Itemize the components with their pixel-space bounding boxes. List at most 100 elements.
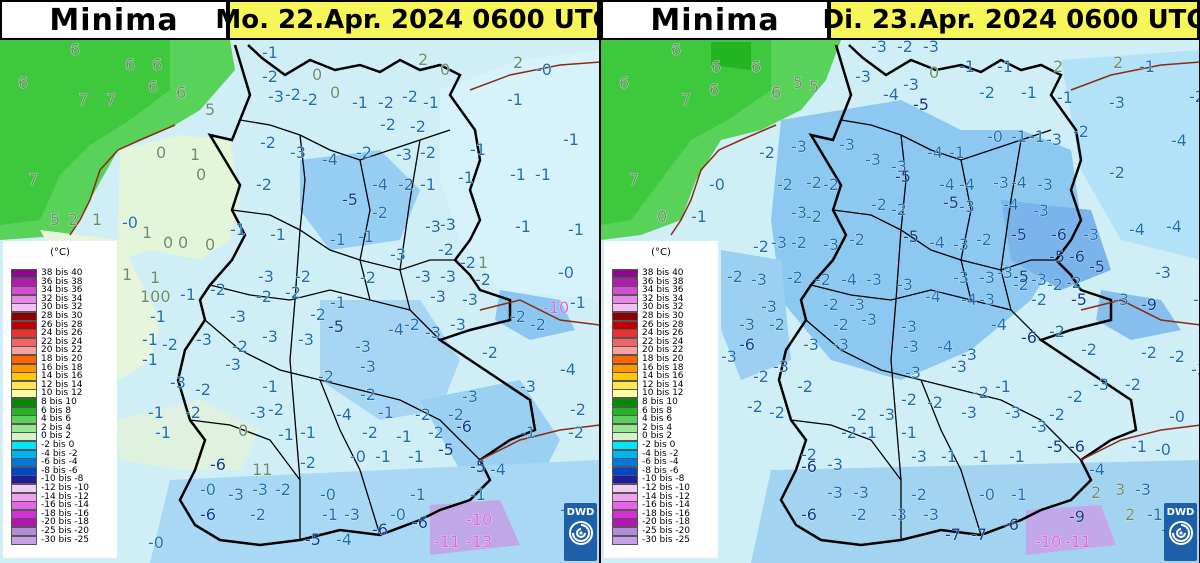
right-legend-swatch	[612, 406, 638, 416]
left-temperature-value: -2	[420, 143, 436, 162]
left-temperature-value: -2	[310, 305, 326, 324]
left-temperature-value: -1	[322, 505, 338, 524]
right-temperature-value: -0	[1155, 440, 1171, 459]
left-legend-item: 26 bis 28	[11, 319, 83, 330]
right-temperature-value: -2	[1169, 347, 1185, 366]
right-legend-item: 10 bis 12	[612, 389, 684, 399]
right-legend-swatch	[612, 475, 638, 485]
right-temperature-value: -1	[995, 377, 1011, 396]
left-temperature-value: -5	[438, 440, 454, 459]
right-temperature-value: -3	[1037, 175, 1053, 194]
right-legend-item: -12 bis -10	[612, 484, 690, 493]
right-legend-swatch	[612, 337, 638, 347]
right-temperature-value: -0	[979, 485, 995, 504]
right-temperature-value: -5	[1013, 267, 1029, 286]
left-temperature-value: -3	[430, 287, 446, 306]
left-temperature-value: -2	[285, 283, 301, 302]
right-temperature-value: -3	[1109, 93, 1125, 112]
left-date: Mo. 22.Apr. 2024 0600 UTC	[215, 5, 600, 35]
left-temperature-value: -3	[360, 357, 376, 376]
left-legend-unit: (°C)	[50, 247, 70, 258]
left-temperature-value: -2	[162, 335, 178, 354]
right-legend-label: -12 bis -10	[642, 483, 691, 493]
left-legend-item: 8 bis 10	[11, 398, 77, 407]
left-temperature-value: -1	[230, 220, 246, 239]
right-legend-item: -4 bis -2	[612, 449, 679, 459]
left-temperature-value: -1	[515, 217, 531, 236]
right-legend-item: -16 bis -14	[612, 501, 690, 511]
left-temperature-value: -1	[510, 165, 526, 184]
right-legend-label: -8 bis -6	[642, 465, 679, 476]
right-legend-label: 16 bis 18	[642, 362, 684, 373]
right-temperature-value: -1	[861, 423, 877, 442]
left-temperature-value: -3	[390, 245, 406, 264]
right-legend-item: 16 bis 18	[612, 362, 684, 373]
right-legend-swatch	[612, 320, 638, 330]
right-legend-item: 12 bis 14	[612, 380, 684, 390]
right-temperature-value: -1	[1011, 127, 1027, 146]
right-legend-item: 20 bis 22	[612, 346, 684, 356]
right-legend-item: 30 bis 32	[612, 303, 684, 313]
right-legend-label: 8 bis 10	[642, 397, 678, 407]
left-legend-label: 22 bis 24	[41, 336, 83, 347]
left-temperature-value: -6	[372, 520, 388, 539]
right-temperature-value: -2	[1031, 290, 1047, 309]
left-temperature-value: 1	[122, 265, 132, 284]
left-legend-swatch	[11, 492, 37, 502]
left-legend-swatch	[11, 398, 37, 407]
left-temperature-value: 6	[152, 55, 162, 74]
right-legend: (°C) 38 bis 40 36 bis 38 34 bis 36 32 bis 3…	[604, 241, 718, 558]
left-temperature-value: -11	[434, 532, 460, 551]
left-temperature-value: -1	[262, 43, 278, 62]
left-legend-item: -6 bis -4	[11, 458, 78, 468]
right-temperature-value: -3	[979, 268, 995, 287]
right-legend-label: 38 bis 40	[642, 268, 684, 278]
right-temperature-value: -2	[1013, 275, 1029, 294]
right-temperature-value: -4	[1011, 173, 1027, 192]
left-legend-label: -14 bis -12	[41, 491, 90, 502]
left-temperature-value: 0	[238, 421, 248, 440]
right-temperature-value: -2	[777, 175, 793, 194]
left-legend-label: 32 bis 34	[41, 293, 83, 304]
left-legend-label: 26 bis 28	[41, 319, 83, 330]
left-legend-swatch	[11, 329, 37, 339]
left-temperature-value: -2	[256, 175, 272, 194]
left-temperature-value: -0	[200, 480, 216, 499]
left-temperature-value: -2	[356, 143, 372, 162]
left-temperature-value: 100	[140, 287, 171, 306]
right-temperature-value: -1	[1139, 57, 1155, 76]
left-legend-swatch	[11, 355, 37, 364]
right-legend-label: 32 bis 34	[642, 293, 684, 304]
right-legend-swatch	[612, 535, 638, 545]
left-temperature-value: -2	[402, 87, 418, 106]
right-temperature-value: -3	[951, 357, 967, 376]
left-temperature-value: 0	[196, 165, 206, 184]
left-temperature-value: -1	[458, 168, 474, 187]
right-temperature-value: -11	[1065, 532, 1091, 551]
right-temperature-value: -0	[709, 175, 725, 194]
right-legend-swatch	[612, 458, 638, 468]
left-temperature-value: -10	[466, 510, 492, 529]
right-temperature-value: -3	[839, 135, 855, 154]
right-legend-item: 18 bis 20	[612, 355, 684, 364]
right-temperature-value: -4	[959, 175, 975, 194]
left-temperature-value: 2	[68, 210, 78, 229]
left-temperature-value: -2	[428, 423, 444, 442]
right-temperature-value: -2	[815, 270, 831, 289]
right-legend-label: 14 bis 16	[642, 371, 684, 382]
right-temperature-value: -5	[903, 227, 919, 246]
left-legend-swatch	[11, 475, 37, 485]
left-temperature-value: -1	[142, 350, 158, 369]
left-temperature-value: -0	[148, 533, 164, 552]
right-legend-swatch	[612, 415, 638, 425]
left-temperature-value: 1	[190, 145, 200, 164]
left-legend-label: -2 bis 0	[41, 440, 75, 450]
right-temperature-value: -4	[937, 337, 953, 356]
right-legend-label: 36 bis 38	[642, 276, 684, 287]
right-temperature-value: -3	[721, 347, 737, 366]
right-temperature-value: -1	[901, 423, 917, 442]
right-temperature-value: -2	[1067, 387, 1083, 406]
left-legend-swatch	[11, 484, 37, 493]
left-legend-item: -4 bis -2	[11, 449, 78, 459]
